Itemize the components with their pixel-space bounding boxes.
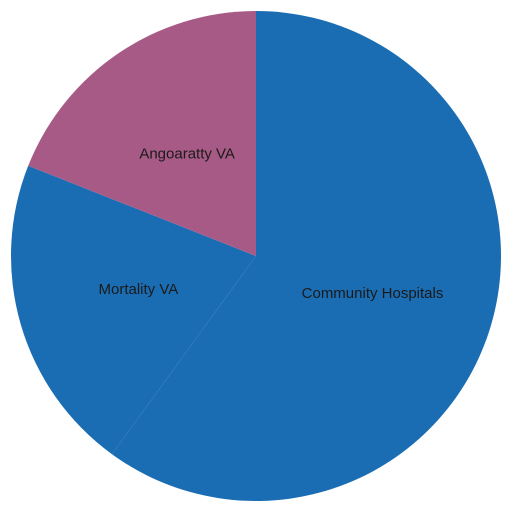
pie-slice: [111, 11, 501, 502]
slice-label: Community Hospitals: [302, 285, 444, 302]
pie-slice: [10, 165, 256, 455]
slice-label: Mortality VA: [98, 281, 178, 298]
pie-slice: [28, 11, 257, 256]
slice-label: Angoaratty VA: [139, 146, 235, 163]
